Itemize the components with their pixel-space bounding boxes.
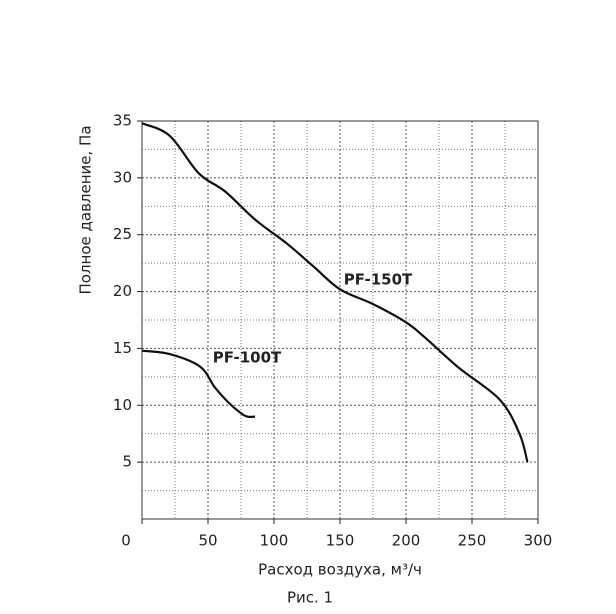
y-tick-label: 5 <box>122 453 132 471</box>
y-tick-label: 35 <box>113 112 132 130</box>
x-tick-label: 50 <box>198 532 217 550</box>
y-tick-label: 15 <box>113 339 132 357</box>
y-axis-label: Полное давление, Па <box>77 125 95 294</box>
x-tick-label: 0 <box>121 532 131 550</box>
x-tick-label: 300 <box>524 532 553 550</box>
x-tick-label: 200 <box>392 532 421 550</box>
y-tick-label: 10 <box>113 396 132 414</box>
x-tick-label: 100 <box>260 532 289 550</box>
x-tick-label: 250 <box>458 532 487 550</box>
y-tick-label: 20 <box>113 282 132 300</box>
plot-frame <box>141 120 539 520</box>
x-axis-label: Расход воздуха, м³/ч <box>258 561 422 579</box>
series-line <box>141 349 256 419</box>
series-label: PF-100T <box>213 349 282 367</box>
x-tick-label: 150 <box>326 532 355 550</box>
caption: Рис. 1 <box>287 589 333 607</box>
y-tick-label: 30 <box>113 168 132 186</box>
series-label: PF-150T <box>344 271 413 289</box>
series-line <box>141 122 529 463</box>
y-tick-label: 25 <box>113 225 132 243</box>
